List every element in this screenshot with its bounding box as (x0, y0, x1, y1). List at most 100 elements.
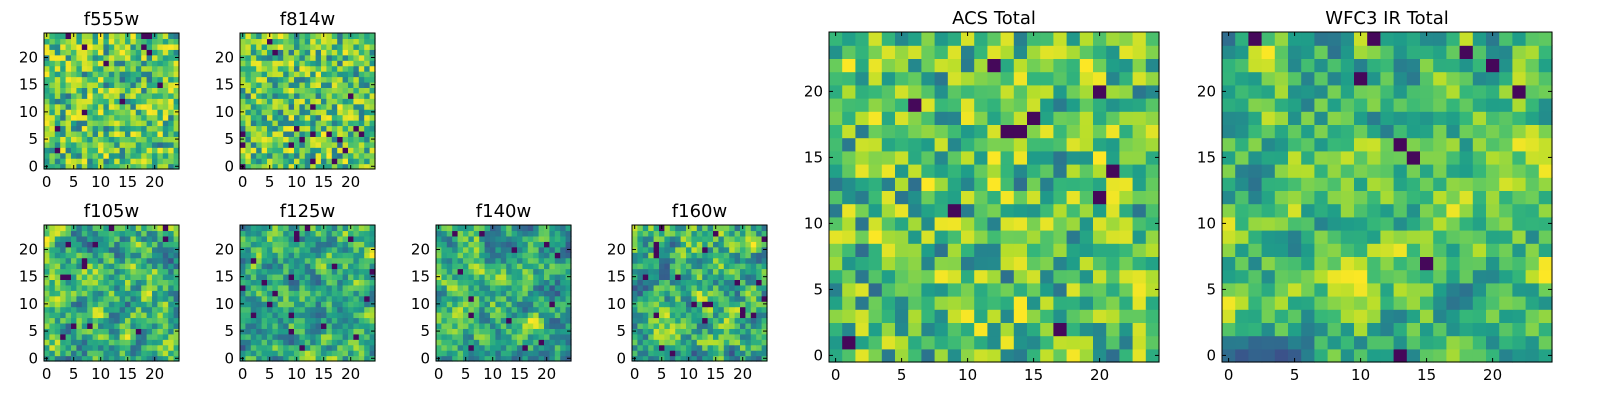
heatmap-cell (315, 71, 322, 78)
heatmap-cell (168, 147, 175, 154)
heatmap-cell (119, 120, 126, 127)
heatmap-cell (713, 263, 719, 270)
heatmap-cell (522, 322, 529, 329)
heatmap-cell (60, 147, 67, 154)
heatmap-cell (348, 109, 354, 116)
heatmap-cell (908, 348, 922, 363)
heatmap-cell (756, 279, 763, 286)
heatmap-cell (108, 54, 115, 61)
heatmap-cell (1053, 203, 1068, 218)
heatmap-cell (162, 257, 169, 264)
heatmap-cell (326, 317, 333, 324)
heatmap-cell (761, 339, 768, 346)
heatmap-cell (895, 243, 909, 257)
heatmap-cell (277, 273, 284, 280)
heatmap-cell (44, 158, 50, 165)
heatmap-cell (1145, 296, 1160, 310)
heatmap-cell (135, 76, 142, 83)
heatmap-cell (934, 164, 949, 178)
heatmap-cell (256, 246, 263, 253)
heatmap-cell (76, 350, 83, 357)
heatmap-cell (65, 98, 72, 105)
heatmap-cell (364, 290, 371, 297)
heatmap-cell (277, 92, 284, 99)
x-tick-label: 0 (42, 365, 52, 383)
heatmap-cell (653, 339, 660, 346)
heatmap-cell (250, 65, 257, 72)
heatmap-cell (119, 263, 126, 270)
heatmap-cell (315, 54, 322, 61)
heatmap-cell (81, 284, 88, 291)
heatmap-cell (446, 306, 453, 313)
heatmap-cell (560, 241, 567, 248)
heatmap-cell (119, 87, 126, 94)
heatmap-cell (256, 322, 263, 329)
heatmap-cell (463, 306, 469, 313)
heatmap-cell (895, 177, 909, 191)
heatmap-cell (648, 252, 655, 259)
heatmap-cell (245, 273, 252, 280)
heatmap-cell (637, 235, 644, 242)
heatmap-cell (49, 65, 56, 72)
heatmap-cell (173, 130, 180, 137)
heatmap-cell (1222, 348, 1236, 363)
heatmap-cell (1393, 243, 1408, 257)
heatmap-cell (157, 273, 164, 280)
heatmap-cell (92, 43, 99, 50)
heatmap-cell (881, 243, 896, 257)
heatmap-cell (1314, 243, 1329, 257)
heatmap-cell (544, 312, 550, 319)
heatmap-cell (1367, 348, 1381, 363)
heatmap-cell (87, 301, 94, 308)
heatmap-cell (713, 317, 719, 324)
heatmap-cell (152, 81, 158, 88)
heatmap-cell (81, 120, 88, 127)
heatmap-cell (294, 76, 300, 83)
heatmap-cell (908, 32, 922, 46)
heatmap-cell (484, 301, 491, 308)
heatmap-cell (1079, 296, 1094, 310)
heatmap-cell (348, 290, 354, 297)
heatmap-cell (974, 58, 988, 73)
heatmap-cell (974, 296, 988, 310)
heatmap-cell (125, 263, 131, 270)
heatmap-cell (1459, 296, 1474, 310)
heatmap-cell (549, 301, 556, 308)
heatmap-cell (353, 65, 360, 72)
heatmap-cell (500, 268, 507, 275)
heatmap-cell (934, 177, 949, 191)
heatmap-cell (358, 301, 365, 308)
heatmap-cell (267, 312, 273, 319)
heatmap-cell (560, 295, 567, 302)
heatmap-cell (707, 257, 714, 264)
heatmap-cell (522, 252, 529, 259)
heatmap-cell (81, 147, 88, 154)
heatmap-cell (152, 257, 158, 264)
heatmap-cell (1433, 269, 1447, 284)
y-tick-label: 20 (804, 82, 823, 100)
y-tick-label: 5 (224, 322, 234, 340)
heatmap-cell (348, 125, 354, 132)
heatmap-cell (1393, 348, 1408, 363)
heatmap-cell (740, 268, 746, 275)
heatmap-cell (60, 136, 67, 143)
heatmap-cell (1053, 256, 1068, 271)
heatmap-cell (87, 284, 94, 291)
heatmap-cell (436, 317, 442, 324)
heatmap-cell (473, 241, 480, 248)
heatmap-cell (321, 235, 327, 242)
heatmap-cell (947, 322, 962, 337)
heatmap-cell (632, 290, 638, 297)
heatmap-cell (855, 335, 870, 350)
heatmap-cell (1145, 322, 1160, 337)
heatmap-cell (1145, 256, 1160, 271)
heatmap-cell (696, 230, 703, 237)
heatmap-cell (750, 241, 757, 248)
heatmap-cell (114, 38, 121, 45)
panel-title: f814w (280, 9, 335, 30)
heatmap-cell (1512, 190, 1527, 205)
heatmap-cell (1499, 309, 1513, 323)
heatmap-cell (256, 339, 263, 346)
heatmap-cell (250, 284, 257, 291)
heatmap-cell (337, 235, 344, 242)
